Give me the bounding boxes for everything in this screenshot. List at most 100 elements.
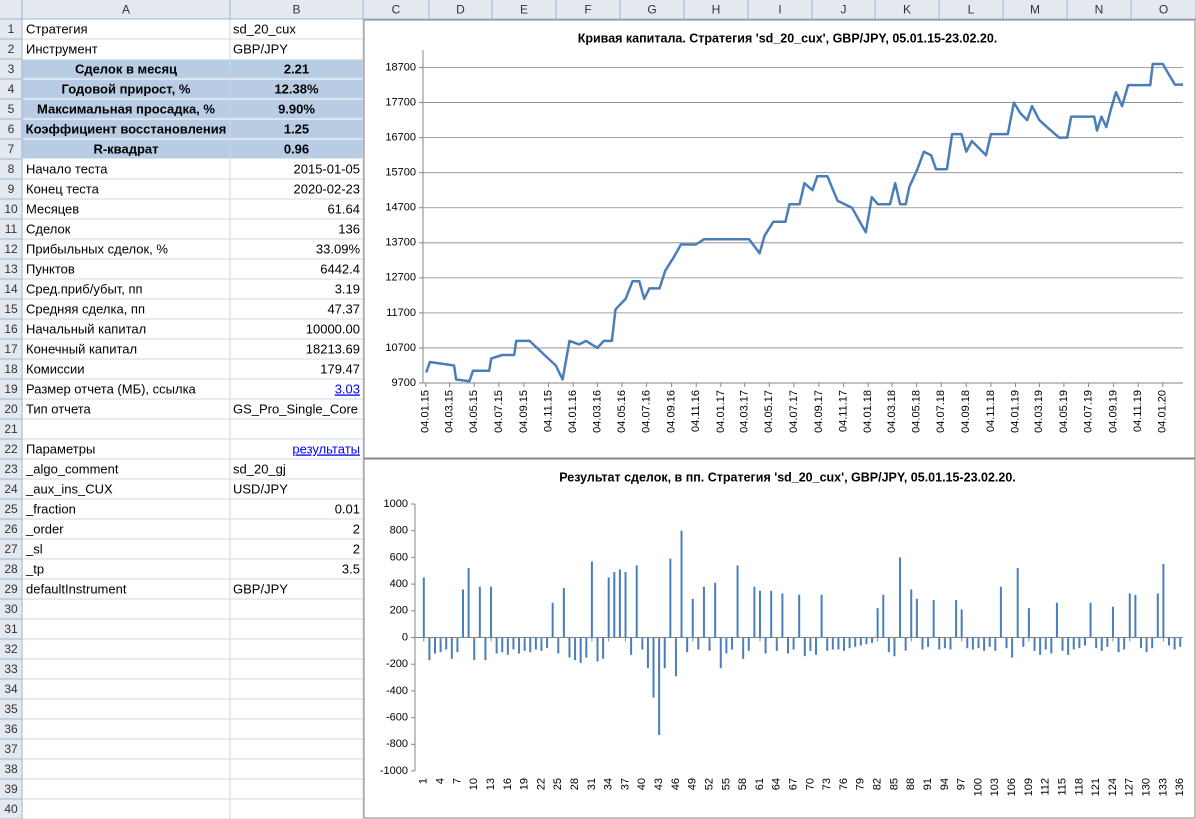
cell-value: GS_Pro_Single_Core [233, 401, 358, 416]
bar [988, 637, 991, 647]
bar [1117, 637, 1120, 653]
row-number: 6 [8, 122, 15, 136]
row-number: 25 [4, 502, 18, 516]
x-tick-label: 04.09.16 [666, 390, 678, 433]
bar [1005, 637, 1008, 649]
bar [607, 577, 610, 638]
x-tick-label: 106 [1006, 778, 1018, 796]
x-tick-label: 04.03.17 [739, 390, 751, 433]
row-number: 40 [4, 802, 18, 816]
chart-area [363, 458, 1196, 819]
x-tick-label: 49 [687, 778, 699, 790]
x-tick-label: 1 [418, 778, 430, 784]
cell-label: _algo_comment [25, 461, 119, 476]
bar [635, 565, 638, 638]
x-tick-label: 61 [754, 778, 766, 790]
cell-value: 6442.4 [320, 261, 360, 276]
bar [809, 637, 812, 651]
x-tick-label: 52 [703, 778, 715, 790]
x-tick-label: 91 [922, 778, 934, 790]
row-number: 2 [8, 42, 15, 56]
y-tick-label: 12700 [385, 272, 416, 284]
summary-cell-fill [22, 139, 363, 159]
bar [770, 590, 773, 638]
x-tick-label: 133 [1157, 778, 1169, 796]
bar [568, 637, 571, 658]
bar [540, 637, 543, 651]
bar [966, 637, 969, 649]
bar [473, 637, 476, 661]
bar [742, 637, 745, 659]
cell-label: Размер отчета (МБ), ссылка [26, 381, 197, 396]
bar [1050, 637, 1053, 654]
summary-label: R-квадрат [93, 141, 158, 156]
chart-title: Кривая капитала. Стратегия 'sd_20_cux', … [578, 31, 998, 45]
bar [798, 594, 801, 638]
row-number: 38 [4, 762, 18, 776]
column-letter: K [903, 3, 911, 17]
bar [1067, 637, 1070, 655]
cell-link[interactable]: результаты [292, 441, 360, 456]
bar [646, 637, 649, 669]
x-tick-label: 04.11.16 [690, 390, 702, 432]
bar [927, 637, 930, 647]
x-tick-label: 04.11.18 [985, 390, 997, 432]
row-number: 3 [8, 62, 15, 76]
x-tick-label: 04.07.17 [788, 390, 800, 433]
column-letter: L [968, 3, 975, 17]
bar [1128, 593, 1131, 638]
summary-cell-fill [22, 99, 363, 119]
bar [630, 637, 633, 655]
row-number: 17 [4, 342, 18, 356]
x-tick-label: 04.05.17 [763, 390, 775, 433]
bar [669, 558, 672, 638]
x-tick-label: 04.07.16 [641, 390, 653, 433]
bar [674, 637, 677, 677]
cell-value: 2020-02-23 [294, 181, 361, 196]
summary-value: 1.25 [284, 121, 309, 136]
row-number: 28 [4, 562, 18, 576]
cell-label: Месяцев [26, 201, 79, 216]
x-tick-label: 85 [888, 778, 900, 790]
bar [865, 637, 868, 645]
bar [484, 637, 487, 661]
x-tick-label: 79 [855, 778, 867, 790]
row-number: 23 [4, 462, 18, 476]
cell-link[interactable]: 3.03 [335, 381, 360, 396]
bar [1027, 608, 1030, 638]
x-tick-label: 109 [1023, 778, 1035, 796]
x-tick-label: 04.05.19 [1058, 390, 1070, 433]
bar [506, 637, 509, 655]
cell-label: Конец теста [26, 181, 100, 196]
cell-value: 3.19 [335, 281, 360, 296]
bar [1162, 564, 1165, 638]
bar [1167, 637, 1170, 646]
cell-value: GBP/JPY [233, 41, 288, 56]
bar [697, 637, 700, 650]
row-number: 4 [8, 82, 15, 96]
column-letter: D [456, 3, 465, 17]
column-letter: E [520, 3, 528, 17]
row-number: 30 [4, 602, 18, 616]
cell-value: GBP/JPY [233, 581, 288, 596]
x-tick-label: 118 [1073, 778, 1085, 796]
y-tick-label: 400 [390, 578, 408, 590]
bar [904, 637, 907, 651]
x-tick-label: 124 [1107, 778, 1119, 796]
summary-cell-fill [22, 119, 363, 139]
x-tick-label: 55 [720, 778, 732, 790]
y-tick-label: 9700 [392, 377, 416, 389]
y-tick-label: 13700 [385, 237, 416, 249]
cell-label: Параметры [26, 441, 95, 456]
bar [910, 589, 913, 638]
cell-label: Сделок [26, 221, 71, 236]
bar [943, 637, 946, 649]
summary-value: 2.21 [284, 61, 309, 76]
cell-value: 18213.69 [306, 341, 360, 356]
cell-label: Комиссии [26, 361, 85, 376]
column-letter: J [841, 3, 847, 17]
x-tick-label: 04.03.15 [444, 390, 456, 433]
row-number: 27 [4, 542, 18, 556]
bar [747, 637, 750, 651]
column-letter: A [122, 3, 130, 17]
